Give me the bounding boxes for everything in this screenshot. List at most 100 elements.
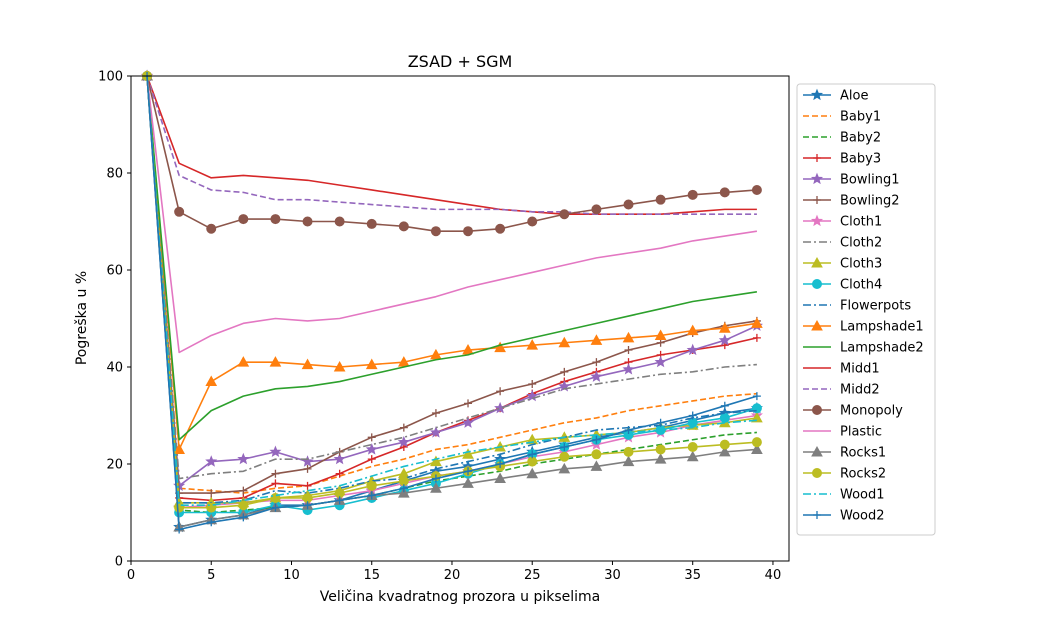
data-point (494, 472, 506, 484)
data-point (751, 184, 762, 195)
legend-marker (812, 405, 822, 415)
series-line (146, 75, 758, 354)
legend-label: Plastic (840, 425, 882, 440)
data-point (591, 449, 602, 460)
series-baby2 (146, 75, 757, 514)
data-point (462, 448, 474, 459)
data-point (333, 452, 346, 465)
series-line (146, 75, 758, 502)
legend-label: Monopoly (840, 404, 903, 419)
data-point (431, 474, 440, 483)
data-point (656, 418, 665, 427)
legend-label: Wood1 (840, 488, 885, 503)
data-point (623, 446, 634, 457)
data-point (238, 500, 249, 511)
data-point (687, 442, 698, 453)
legend-item-bowling2: Bowling2 (803, 194, 900, 209)
data-point (239, 486, 248, 495)
data-point (558, 336, 571, 348)
data-point (205, 375, 218, 387)
data-point (718, 445, 731, 457)
data-point (527, 456, 538, 467)
data-point (269, 356, 282, 367)
data-point (718, 322, 731, 333)
x-tick-label: 10 (283, 568, 300, 583)
legend-item-rocks2: Rocks2 (803, 467, 886, 482)
series-lampshade2 (146, 75, 758, 441)
data-point (686, 450, 699, 462)
data-point (397, 356, 410, 367)
legend-label: Baby2 (840, 131, 881, 146)
legend-label: Cloth4 (840, 278, 882, 293)
data-point (175, 525, 184, 534)
data-point (367, 491, 376, 500)
data-point (431, 409, 440, 418)
data-point (430, 482, 442, 493)
data-point (271, 479, 280, 488)
y-tick-label: 100 (98, 70, 123, 85)
data-point (622, 331, 635, 343)
data-point (334, 216, 345, 227)
legend-item-cloth4: Cloth4 (803, 278, 882, 293)
data-point (365, 358, 378, 370)
series-line (146, 75, 758, 531)
data-point (526, 433, 539, 445)
legend-item-bowling1: Bowling1 (803, 173, 900, 188)
series-line (146, 75, 757, 232)
data-point (623, 199, 634, 210)
legend-item-lampshade2: Lampshade2 (803, 341, 924, 356)
legend-item-wood2: Wood2 (803, 509, 885, 524)
legend-label: Bowling1 (840, 173, 900, 188)
x-tick-label: 20 (444, 568, 461, 583)
data-point (751, 317, 763, 328)
data-point (752, 392, 761, 401)
legend-label: Midd1 (840, 362, 880, 377)
legend-marker (810, 172, 824, 185)
data-point (367, 433, 376, 442)
data-point (399, 484, 408, 493)
legend-item-midd1: Midd1 (803, 362, 880, 377)
data-point (335, 469, 344, 478)
y-tick-label: 0 (115, 555, 123, 570)
x-tick-label: 5 (207, 568, 215, 583)
data-point (271, 469, 280, 478)
data-point (654, 329, 667, 340)
data-point (719, 412, 730, 423)
data-point (205, 455, 218, 467)
series-line (146, 75, 758, 451)
data-point (687, 189, 698, 200)
series-line (146, 75, 757, 528)
plot-frame (130, 75, 790, 562)
legend-item-lampshade1: Lampshade1 (803, 320, 924, 335)
data-point (559, 451, 570, 462)
data-point (397, 435, 410, 448)
data-point (590, 370, 603, 382)
data-point (590, 460, 603, 471)
data-point (302, 492, 313, 503)
legend-marker (810, 88, 824, 101)
series-line (146, 75, 758, 441)
x-tick-label: 40 (765, 568, 782, 583)
legend-label: Cloth1 (840, 215, 882, 230)
data-point (590, 334, 603, 345)
legend-marker (812, 279, 822, 289)
data-point (429, 426, 442, 438)
data-point (398, 475, 409, 486)
y-tick-label: 60 (106, 264, 123, 279)
data-point (462, 343, 474, 355)
legend-item-rocks1: Rocks1 (803, 446, 886, 461)
legend-item-cloth2: Cloth2 (803, 236, 882, 251)
series-line (146, 75, 757, 514)
legend-box (796, 83, 936, 536)
legend-label: Rocks2 (840, 467, 886, 482)
legend-item-baby1: Baby1 (803, 110, 881, 125)
legend-label: Lampshade1 (840, 320, 924, 335)
data-point (494, 341, 506, 353)
series-line (146, 75, 758, 504)
x-tick-label: 25 (524, 568, 541, 583)
legend-marker (813, 154, 821, 162)
data-point (399, 423, 408, 432)
data-point (366, 480, 377, 491)
data-point (719, 439, 730, 450)
data-point (495, 223, 506, 234)
